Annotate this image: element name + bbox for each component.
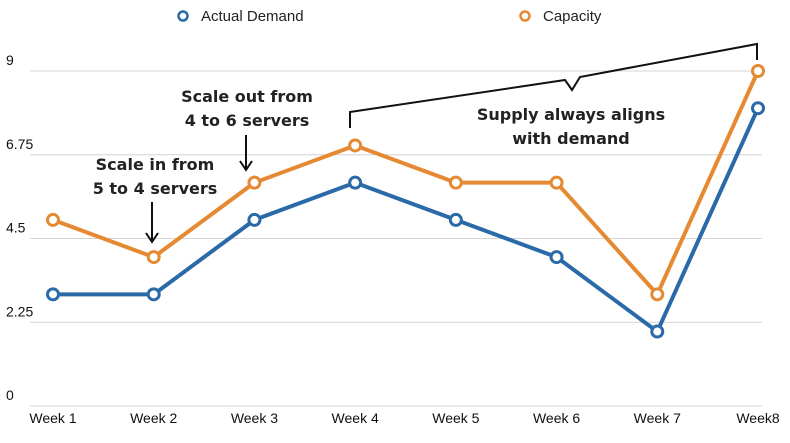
legend-label: Capacity — [543, 8, 602, 25]
x-tick-label: Week 5 — [432, 410, 479, 426]
annotation-arrowhead — [239, 160, 253, 172]
data-point — [348, 138, 363, 153]
series-line — [52, 70, 760, 297]
data-point — [549, 250, 564, 265]
legend-marker — [519, 10, 531, 22]
data-point — [549, 175, 564, 190]
x-tick-label: Week 6 — [533, 410, 580, 426]
data-point — [247, 175, 262, 190]
annotation-arrowhead — [145, 232, 159, 244]
data-point — [146, 287, 161, 302]
series-group — [46, 64, 765, 339]
annotations: Scale in from 5 to 4 servers Scale out fro… — [93, 42, 758, 244]
y-tick-label: 9 — [6, 52, 14, 68]
x-tick-label: Week 2 — [130, 410, 177, 426]
x-tick-label: Week8 — [736, 410, 780, 426]
annotation-scale-out: 4 to 6 servers — [185, 111, 310, 130]
data-point — [448, 175, 463, 190]
legend-label: Actual Demand — [201, 8, 304, 25]
annotation-bracket — [349, 42, 758, 128]
data-point — [348, 175, 363, 190]
data-point — [751, 64, 765, 78]
x-tick-label: Week 3 — [231, 410, 278, 426]
annotation-supply: Supply always aligns — [477, 105, 665, 124]
y-tick-label: 6.75 — [6, 136, 33, 152]
y-tick-label: 2.25 — [6, 303, 33, 319]
data-point — [46, 212, 60, 227]
x-axis-ticks: Week 1 Week 2 Week 3 Week 4 Week 5 Week 6 Week… — [29, 410, 779, 426]
legend: Actual Demand Capacity — [177, 8, 602, 25]
annotation-supply: with demand — [512, 129, 630, 148]
data-point — [650, 287, 665, 302]
data-point — [46, 287, 60, 302]
data-point — [751, 101, 765, 116]
y-tick-label: 0 — [6, 387, 14, 403]
annotation-scale-in: Scale in from — [96, 155, 215, 174]
x-tick-label: Week 4 — [332, 410, 379, 426]
annotation-scale-in: 5 to 4 servers — [93, 179, 218, 198]
data-point — [146, 250, 161, 265]
data-point — [247, 212, 262, 227]
y-axis-ticks: 0 2.25 4.5 6.75 9 — [6, 52, 33, 403]
annotation-scale-out: Scale out from — [181, 87, 313, 106]
legend-marker — [177, 10, 189, 22]
data-point — [650, 324, 665, 339]
y-tick-label: 4.5 — [6, 220, 26, 236]
x-tick-label: Week 7 — [634, 410, 681, 426]
data-point — [448, 212, 463, 227]
series-line — [53, 107, 760, 334]
x-tick-label: Week 1 — [29, 410, 76, 426]
